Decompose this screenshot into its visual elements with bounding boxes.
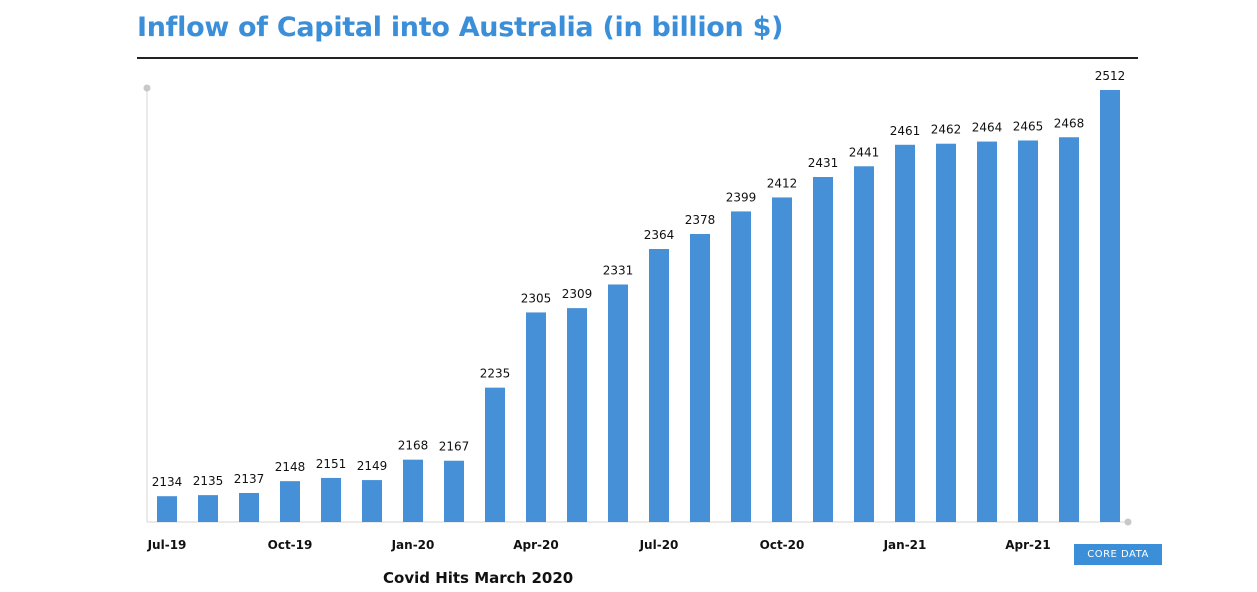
value-label: 2331: [603, 263, 634, 277]
value-label: 2441: [849, 145, 880, 159]
value-label: 2465: [1013, 119, 1044, 133]
value-label: 2167: [439, 440, 470, 454]
value-label: 2468: [1054, 116, 1085, 130]
bar-Apr-21: [1018, 140, 1038, 522]
value-label: 2149: [357, 459, 388, 473]
bar-Aug-20: [690, 233, 710, 523]
bar-Jul-19: [157, 496, 177, 522]
x-tick-label: Oct-20: [760, 538, 805, 552]
value-label: 2309: [562, 287, 593, 301]
bar-Oct-19: [280, 481, 300, 522]
value-label: 2235: [480, 367, 511, 381]
bar-Feb-20: [444, 460, 464, 522]
bar-Jun-20: [608, 284, 628, 522]
bar-Nov-20: [813, 177, 833, 523]
x-tick-label: Jul-20: [639, 538, 679, 552]
chart-title: Inflow of Capital into Australia (in bil…: [137, 12, 784, 43]
value-label: 2462: [931, 123, 962, 137]
bar-Jan-21: [895, 144, 915, 523]
bar-Jul-20: [649, 249, 669, 523]
value-label: 2399: [726, 190, 757, 204]
x-tick-label: Jan-20: [391, 538, 435, 552]
bar-Sep-20: [731, 211, 751, 522]
value-label: 2148: [275, 460, 306, 474]
bar-Mar-20: [485, 387, 505, 522]
bar-Dec-20: [854, 166, 874, 522]
bar-Sep-19: [239, 492, 259, 522]
bar-Mar-21: [977, 141, 997, 522]
value-label: 2151: [316, 457, 347, 471]
x-tick-label: Oct-19: [268, 538, 313, 552]
x-tick-label: Apr-20: [513, 538, 558, 552]
bar-Dec-19: [362, 480, 382, 522]
value-label: 2431: [808, 156, 839, 170]
value-label: 2305: [521, 291, 552, 305]
title-divider: [137, 57, 1138, 59]
value-label: 2464: [972, 121, 1003, 135]
value-label: 2134: [152, 475, 183, 489]
bar-Jun-21: [1100, 89, 1120, 523]
bar-Feb-21: [936, 143, 956, 522]
covid-annotation: Covid Hits March 2020: [383, 569, 574, 587]
bar-Aug-19: [198, 495, 218, 522]
y-axis-endpoint: [143, 84, 151, 92]
x-tick-label: Apr-21: [1005, 538, 1050, 552]
bar-Apr-20: [526, 312, 546, 522]
bar-May-20: [567, 308, 587, 522]
bar-Jan-20: [403, 459, 423, 522]
value-label: 2135: [193, 474, 224, 488]
bar-May-21: [1059, 137, 1079, 523]
bar-Oct-20: [772, 197, 792, 522]
value-label: 2512: [1095, 69, 1126, 83]
x-tick-label: Jul-19: [147, 538, 187, 552]
value-label: 2168: [398, 439, 429, 453]
value-label: 2364: [644, 228, 675, 242]
x-tick-label: Jan-21: [883, 538, 927, 552]
value-label: 2412: [767, 176, 798, 190]
value-label: 2137: [234, 472, 265, 486]
core-data-watermark: CORE DATA: [1074, 544, 1162, 565]
value-label: 2461: [890, 124, 921, 138]
x-axis-endpoint: [1124, 518, 1132, 526]
bar-Nov-19: [321, 477, 341, 522]
value-label: 2378: [685, 213, 716, 227]
